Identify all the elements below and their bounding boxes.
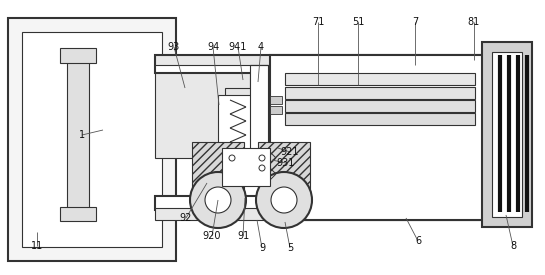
Bar [482,42,532,227]
Bar [285,87,475,99]
Bar [250,65,268,165]
Text: 81: 81 [468,17,480,27]
Text: 921: 921 [281,147,299,157]
Text: 941: 941 [229,42,247,52]
Bar [155,55,480,73]
Text: 4: 4 [258,42,264,52]
Bar [285,113,475,125]
Circle shape [190,172,246,228]
Circle shape [229,155,235,161]
Bar [155,55,480,65]
Circle shape [259,165,265,171]
Bar [492,52,522,217]
Circle shape [259,155,265,161]
Bar [60,48,96,63]
Bar [60,207,96,221]
Polygon shape [256,55,262,65]
Bar [155,208,480,220]
Bar [285,73,475,85]
Text: 1: 1 [79,130,85,140]
Bar [270,96,282,104]
Text: 71: 71 [312,17,324,27]
Bar [192,142,244,197]
Text: 94: 94 [207,42,219,52]
Bar [67,55,89,210]
Bar [270,55,485,220]
Bar [22,32,162,247]
Polygon shape [250,55,256,65]
Circle shape [205,187,231,213]
Bar [155,196,480,210]
Circle shape [256,172,312,228]
Bar [222,148,270,186]
Text: 51: 51 [352,17,364,27]
Bar [8,18,176,261]
Text: 931: 931 [277,158,295,168]
Text: 920: 920 [203,231,221,241]
Text: 5: 5 [287,243,293,253]
Bar [285,100,475,112]
Bar [258,142,310,197]
Text: 7: 7 [412,17,418,27]
Circle shape [271,187,297,213]
Text: 92: 92 [180,213,192,223]
Bar [225,88,253,144]
Text: 93: 93 [168,42,180,52]
Bar [155,70,250,158]
Text: 6: 6 [415,236,421,246]
Text: 8: 8 [510,241,516,251]
Bar [218,95,258,157]
Polygon shape [262,55,268,65]
Text: 11: 11 [31,241,43,251]
Bar [270,106,282,114]
Text: 9: 9 [259,243,265,253]
Text: 91: 91 [237,231,249,241]
